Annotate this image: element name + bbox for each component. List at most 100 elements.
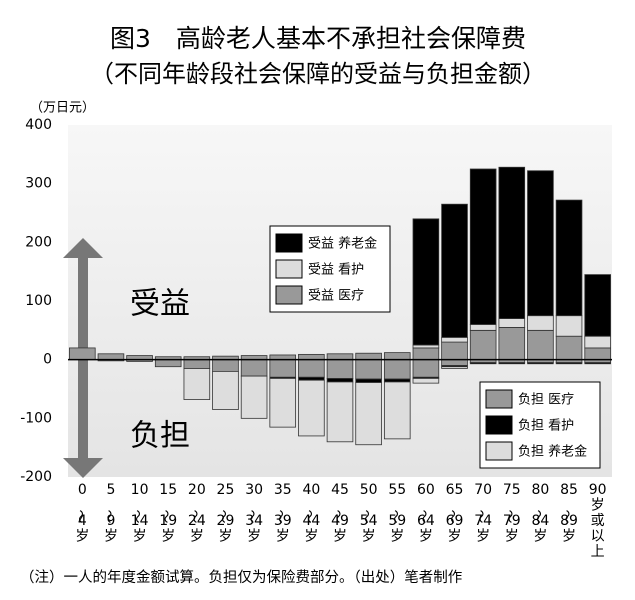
x-tick-label: 15 ～19 岁 [157, 482, 177, 545]
x-tick-label: 10 ～14 岁 [129, 482, 149, 545]
legend-label: 受益 看护 [308, 262, 364, 278]
y-tick-label: -200 [20, 469, 52, 485]
bar [527, 315, 554, 331]
bar [527, 362, 554, 365]
bar [412, 344, 440, 349]
x-tick-label: 50 ～54 岁 [358, 482, 378, 545]
bar [355, 359, 382, 380]
bar [441, 203, 468, 338]
bar [412, 218, 440, 346]
annotation: 受益 [130, 287, 190, 322]
bar [355, 352, 382, 361]
bar [298, 376, 325, 381]
bar [326, 359, 354, 379]
bar [555, 335, 583, 361]
bar [498, 166, 526, 320]
bar [555, 362, 583, 365]
x-tick-label: 75 ～79 岁 [501, 482, 521, 545]
bar [383, 378, 411, 383]
bar [355, 382, 382, 446]
bar [527, 329, 554, 361]
bar [412, 378, 440, 384]
bar [240, 375, 268, 419]
chart-title: 图3 高龄老人基本不承担社会保障费 [110, 24, 526, 53]
legend-label: 负担 医疗 [518, 393, 574, 408]
legend-swatch [275, 233, 303, 253]
bar [584, 347, 611, 361]
legend-label: 负担 养老金 [518, 444, 587, 460]
x-tick-label: 85 ～89 岁 [558, 482, 578, 545]
bar [240, 359, 268, 377]
annotation: 负担 [130, 419, 190, 454]
legend-swatch [485, 389, 513, 409]
bar [269, 378, 297, 428]
x-tick-label: 35 ～39 岁 [272, 482, 292, 545]
legend-swatch [275, 285, 303, 305]
bar [298, 353, 325, 361]
bar [441, 336, 468, 343]
bar [498, 362, 526, 365]
legend-swatch [275, 259, 303, 279]
x-tick-label: 60 ～64 岁 [415, 482, 435, 545]
bar [269, 359, 297, 378]
bar [212, 370, 239, 410]
bar [383, 359, 411, 380]
bar [555, 199, 583, 317]
bar [383, 352, 411, 361]
bar [584, 274, 611, 337]
x-tick-label: 45 ～49 岁 [329, 482, 349, 545]
legend-swatch [485, 441, 513, 461]
bar [527, 170, 554, 317]
bar [326, 381, 354, 443]
bar [183, 359, 211, 369]
bar [183, 368, 211, 400]
x-tick-label: 90 岁或以上 [589, 482, 607, 560]
y-tick-label: -100 [20, 410, 52, 426]
bar [298, 379, 325, 437]
y-tick-label: 300 [25, 176, 52, 192]
bar [441, 366, 468, 369]
x-tick-label: 30 ～34 岁 [243, 482, 263, 545]
bar [412, 359, 440, 378]
y-axis-label: （万日元） [30, 101, 95, 116]
bar [97, 353, 125, 361]
x-tick-label: 0 ～4 岁 [71, 482, 89, 545]
bar [154, 359, 182, 368]
y-tick-label: 0 [43, 352, 52, 368]
bar [469, 168, 497, 325]
x-tick-label: 5 ～9 岁 [100, 482, 118, 545]
legend-label: 负担 看护 [518, 418, 574, 434]
bar [469, 362, 497, 365]
x-tick-label: 40 ～44 岁 [300, 482, 320, 545]
x-tick-label: 65 ～69 岁 [444, 482, 464, 545]
x-tick-label: 55 ～59 岁 [386, 482, 406, 545]
x-tick-label: 20 ～24 岁 [186, 482, 206, 545]
bar [212, 359, 239, 372]
bar [441, 359, 468, 366]
bar [584, 335, 611, 349]
y-tick-label: 400 [25, 117, 52, 133]
legend-label: 受益 医疗 [308, 289, 364, 304]
bar [498, 326, 526, 361]
x-tick-label: 70 ～74 岁 [472, 482, 492, 545]
bar [326, 353, 354, 361]
bar [69, 347, 96, 361]
legend-swatch [485, 415, 513, 435]
bar [298, 359, 325, 378]
x-tick-label: 80 ～84 岁 [529, 482, 549, 545]
y-tick-label: 200 [25, 234, 52, 250]
chart-subtitle: （不同年龄段社会保障的受益与负担金额） [90, 60, 546, 88]
legend-label: 受益 养老金 [308, 236, 377, 252]
y-tick-label: 100 [25, 293, 52, 309]
bar [326, 378, 354, 383]
bar [383, 381, 411, 440]
bar [584, 362, 611, 365]
note: （注）一人的年度金额试算。负担仅为保险费部分。（出处）笔者制作 [20, 569, 462, 586]
bar [555, 315, 583, 337]
bar [355, 378, 382, 383]
bar [412, 347, 440, 361]
bar [441, 341, 468, 361]
x-tick-label: 25 ～29 岁 [214, 482, 234, 545]
